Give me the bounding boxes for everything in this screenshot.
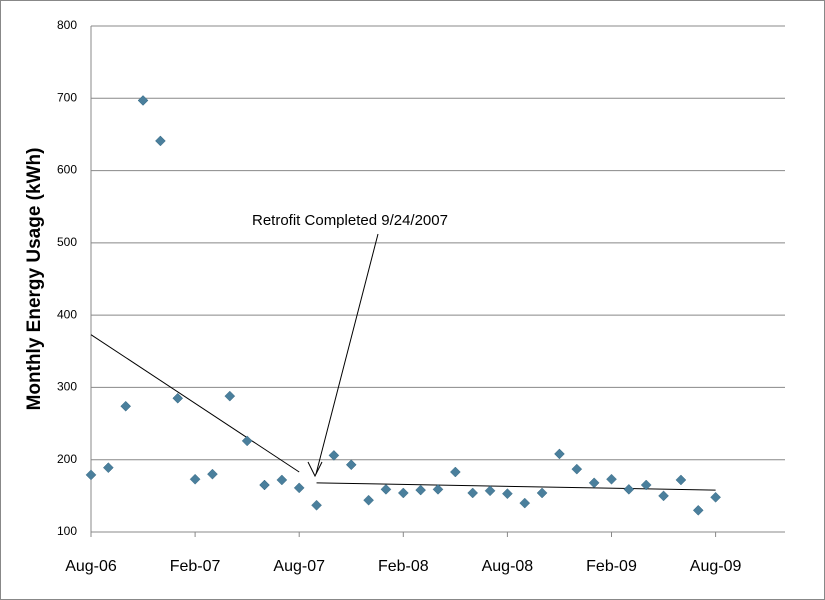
point xyxy=(623,483,635,495)
point xyxy=(137,95,149,106)
y-tick-label: 800 xyxy=(57,18,77,32)
y-tick-label: 300 xyxy=(57,380,77,394)
point xyxy=(380,483,392,495)
point xyxy=(207,468,218,480)
point xyxy=(432,483,444,495)
point xyxy=(588,477,600,489)
y-tick-label: 700 xyxy=(57,90,77,104)
point xyxy=(692,504,704,516)
point xyxy=(484,485,496,497)
point xyxy=(328,450,340,461)
point xyxy=(85,469,97,481)
point xyxy=(467,487,479,499)
y-tick-label: 200 xyxy=(57,452,77,466)
y-tick-label: 600 xyxy=(57,163,77,177)
point xyxy=(189,473,201,485)
point xyxy=(259,479,270,491)
point xyxy=(571,463,583,475)
point xyxy=(120,400,132,412)
point xyxy=(224,390,236,402)
y-axis-title: Monthly Energy Usage (kWh) xyxy=(24,148,45,411)
x-tick-label: Feb-08 xyxy=(378,558,429,575)
point xyxy=(345,459,357,471)
point xyxy=(536,487,548,499)
x-tick-label: Feb-07 xyxy=(170,558,221,575)
y-tick-label: 500 xyxy=(57,235,77,249)
x-tick-label: Aug-07 xyxy=(273,558,325,575)
point xyxy=(710,491,721,503)
trendline xyxy=(90,334,300,473)
x-tick-label: Aug-09 xyxy=(690,558,742,575)
point xyxy=(102,462,114,474)
point xyxy=(519,497,531,509)
point xyxy=(311,499,322,511)
point xyxy=(606,473,617,485)
point xyxy=(241,435,253,447)
point xyxy=(293,482,305,494)
point xyxy=(675,474,687,486)
annotation-arrow xyxy=(315,233,379,475)
point xyxy=(155,135,166,147)
trendline xyxy=(316,482,716,491)
point xyxy=(415,484,427,496)
x-tick-label: Aug-06 xyxy=(65,558,117,575)
annotation: Retrofit Completed 9/24/2007 xyxy=(252,212,448,229)
point xyxy=(363,494,374,506)
point xyxy=(397,487,409,499)
point xyxy=(658,490,669,502)
x-tick-label: Aug-08 xyxy=(482,558,534,575)
point xyxy=(172,392,184,404)
point xyxy=(554,448,565,460)
point xyxy=(640,479,652,491)
x-tick-label: Feb-09 xyxy=(586,558,637,575)
point xyxy=(449,466,461,478)
y-tick-label: 400 xyxy=(57,307,77,321)
point xyxy=(276,474,288,486)
arrow-head xyxy=(307,461,323,478)
point xyxy=(502,488,513,500)
y-tick-label: 100 xyxy=(57,524,77,538)
